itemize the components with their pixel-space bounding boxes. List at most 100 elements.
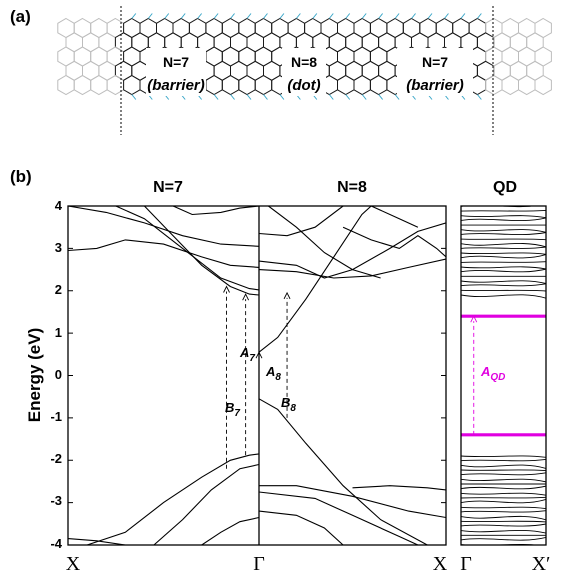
label-aqd: AQD [480,364,505,383]
edge-hydrogen [378,94,384,100]
qd-level [461,485,546,490]
seg2-label-bg [282,48,326,96]
qd-level [461,529,546,534]
qd-level [461,458,546,462]
transition-arrow-B7 [223,285,230,293]
plot-frame-qd [460,205,547,546]
band-n7-5 [86,453,260,545]
qd-level [461,238,546,241]
qd-level [461,243,546,248]
edge-hydrogen [230,94,235,100]
qd-level [461,536,546,541]
qd-level [461,215,546,219]
band-n8-10 [258,510,344,545]
label-b7: B7 [225,400,240,419]
edge-hydrogen [345,94,351,100]
qd-level [461,266,546,270]
segment-right-role: (barrier) [406,77,464,94]
band-n7-4 [172,206,260,216]
qd-level [461,246,546,249]
label-b8: B8 [281,395,296,414]
title-n8: N=8 [337,179,367,196]
edge-hydrogen [394,94,400,100]
label-a7: A7 [239,345,255,364]
band-n8-6 [370,206,419,228]
band-n8-9 [258,491,419,545]
qd-level [461,283,546,287]
segment-right-name: N=7 [422,54,448,70]
panel-b-label: (b) [10,167,32,186]
qd-level [461,506,546,510]
segment-middle-name: N=8 [291,54,317,70]
band-n7-7 [201,516,260,545]
edge-hydrogen [197,13,203,19]
edge-hydrogen [476,94,482,100]
band-n8-1 [258,258,446,279]
edge-hydrogen [147,13,153,19]
edge-hydrogen [460,13,466,19]
y-axis-label: Energy (eV) [25,328,44,422]
hexagon [205,74,223,96]
transition-arrow-AQD [470,315,478,323]
qd-level [461,498,546,504]
band-n7-0 [68,206,260,247]
edge-hydrogen [361,13,367,19]
qd-level [461,523,546,527]
qd-level [461,294,546,299]
y-tick-4: 4 [55,198,63,213]
y-tick-3: 3 [55,240,62,255]
qd-level [461,496,546,499]
hexagon [518,74,536,96]
segment-left-name: N=7 [163,54,189,70]
qd-level [461,261,546,263]
seg1-label-bg [146,48,206,96]
y-tick-1: 1 [55,325,62,340]
qd-level [461,464,546,469]
y-tick-m3: -3 [50,493,62,508]
qd-level [461,268,546,273]
edge-hydrogen [213,13,219,19]
qd-level [461,478,546,483]
edge-hydrogen [164,13,170,19]
qd-level [461,492,546,496]
qd-level [461,469,546,472]
y-tick-m1: -1 [50,409,62,424]
hexagon [57,74,75,96]
edge-hydrogen [345,13,351,19]
transition-arrow-A7 [242,293,250,301]
band-n7-1 [68,239,260,268]
hexagon [501,74,519,96]
edge-hydrogen [444,13,449,19]
hexagon [73,74,92,96]
band-n7-3 [144,206,260,296]
qd-level [461,254,546,259]
qd-level [461,510,546,513]
band-n7-2 [115,206,260,291]
edge-hydrogen [213,94,219,100]
edge-hydrogen [279,13,285,19]
kpoint-gamma-qd: Γ [460,553,472,575]
seg3-label-bg [397,48,473,96]
hexagon [485,74,503,96]
hexagon [221,74,240,96]
edge-hydrogen [263,94,268,100]
band-n8-5 [342,226,446,258]
edge-hydrogen [180,13,186,19]
y-tick-2: 2 [55,282,62,297]
segment-left-role: (barrier) [147,77,205,94]
label-a8: A8 [265,364,281,383]
title-qd: QD [493,179,517,196]
band-n8-7 [258,398,428,545]
edge-hydrogen [246,94,252,100]
plot-frames [67,205,547,546]
edge-hydrogen [378,13,384,19]
hexagon [337,74,355,96]
qd-level [461,289,546,292]
kpoint-gamma-mid: Γ [253,553,265,575]
y-tick-0: 0 [55,367,62,382]
y-tick-m2: -2 [50,451,62,466]
qd-level [461,209,546,212]
band-n8-8 [259,485,446,519]
kpoint-x-right: X [433,553,448,575]
